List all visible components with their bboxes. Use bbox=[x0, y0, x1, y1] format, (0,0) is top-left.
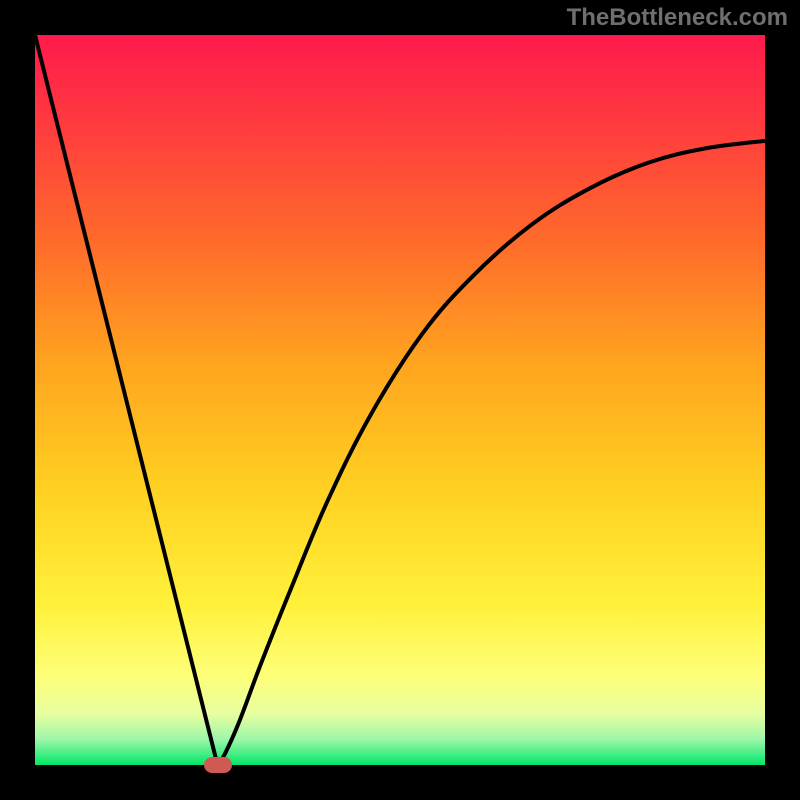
bottleneck-curve bbox=[35, 35, 765, 765]
figure-root: TheBottleneck.com bbox=[0, 0, 800, 800]
curve-path bbox=[35, 35, 765, 765]
plot-area bbox=[35, 35, 765, 765]
minimum-marker bbox=[204, 757, 232, 773]
watermark-text: TheBottleneck.com bbox=[567, 4, 788, 32]
